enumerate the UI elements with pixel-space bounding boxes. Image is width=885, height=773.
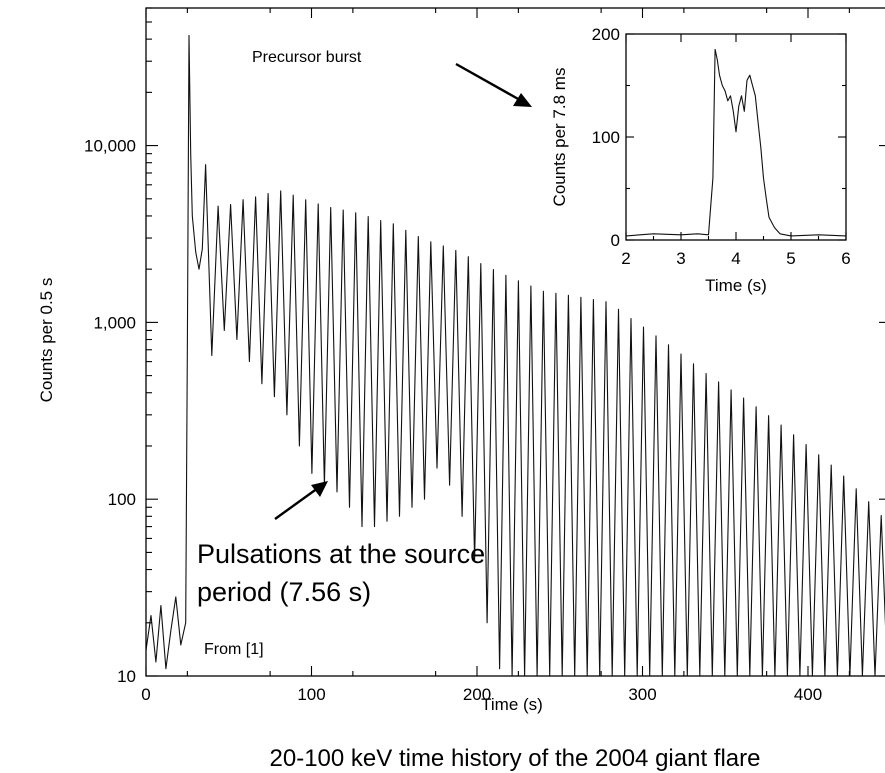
main-y-tick-label: 100 (108, 490, 136, 509)
inset-plot: 2 3 4 5 6 0 100 200 Time (s) Counts per 7.8 ms (550, 25, 851, 295)
main-x-axis: 0 100 200 300 400 (141, 8, 850, 704)
figure-caption: 20-100 keV time history of the 2004 gian… (270, 745, 761, 772)
inset-x-axis: 2 3 4 5 6 (621, 34, 851, 268)
inset-x-tick-label: 3 (676, 249, 685, 268)
inset-x-tick-label: 6 (841, 249, 850, 268)
pulsation-arrow-icon (274, 481, 328, 520)
inset-y-tick-label: 200 (592, 25, 620, 44)
inset-x-axis-label: Time (s) (705, 276, 767, 295)
inset-x-tick-label: 2 (621, 249, 630, 268)
main-x-tick-label: 200 (463, 685, 491, 704)
source-reference: From [1] (204, 641, 264, 658)
main-x-tick-label: 100 (297, 685, 325, 704)
precursor-burst-annotation: Precursor burst (252, 49, 362, 66)
inset-x-tick-label: 4 (731, 249, 740, 268)
main-y-axis-label: Counts per 0.5 s (37, 278, 56, 403)
inset-background (626, 34, 846, 240)
precursor-arrow-icon (455, 62, 532, 107)
main-x-tick-label: 400 (794, 685, 822, 704)
pulsation-annotation-line-2: period (7.56 s) (197, 577, 371, 607)
inset-series-line (625, 48, 847, 237)
inset-y-axis: 0 100 200 (592, 25, 846, 250)
main-x-tick-label: 0 (141, 685, 150, 704)
inset-y-tick-label: 0 (611, 231, 620, 250)
inset-y-axis-label: Counts per 7.8 ms (550, 68, 569, 207)
main-x-axis-label: Time (s) (481, 695, 543, 714)
main-y-tick-label: 10,000 (84, 137, 136, 156)
pulsation-annotation-line-1: Pulsations at the source (197, 539, 485, 569)
main-y-axis: 10 100 1,000 10,000 (84, 7, 885, 686)
main-y-tick-label: 10 (117, 667, 136, 686)
main-series-line (145, 34, 885, 677)
main-x-tick-label: 300 (628, 685, 656, 704)
main-y-tick-label: 1,000 (93, 313, 136, 332)
inset-x-tick-label: 5 (786, 249, 795, 268)
inset-y-tick-label: 100 (592, 128, 620, 147)
